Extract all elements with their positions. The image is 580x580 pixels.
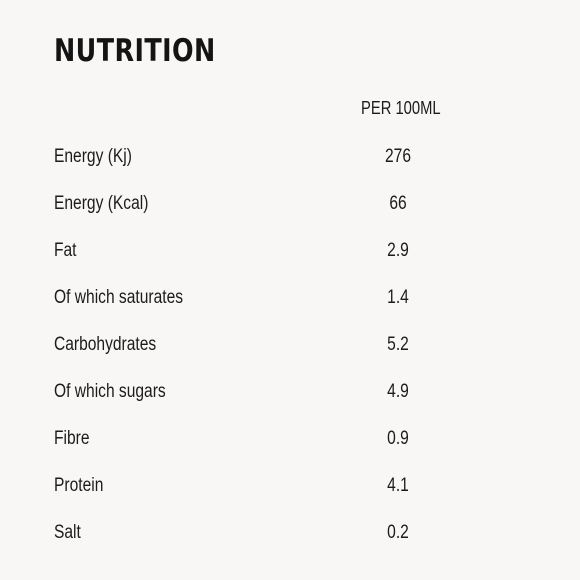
nutrient-label: Carbohydrates: [54, 334, 157, 355]
nutrition-title: NUTRITION: [54, 33, 216, 69]
nutrition-row-salt: Salt 0.2: [54, 519, 554, 566]
nutrient-value: 4.1: [387, 475, 409, 496]
per-100ml-column-header: PER 100ML: [361, 98, 441, 118]
nutrient-value: 276: [384, 146, 411, 167]
nutrition-row-protein: Protein 4.1: [54, 472, 554, 519]
nutrient-value: 4.9: [387, 381, 409, 402]
nutrient-label: Of which saturates: [54, 287, 184, 308]
nutrition-table: Energy (Kj) 276 Energy (Kcal) 66 Fat 2.9…: [54, 143, 554, 566]
nutrient-value: 2.9: [387, 240, 409, 261]
nutrition-row-energy-kj: Energy (Kj) 276: [54, 143, 554, 190]
nutrition-row-fat: Fat 2.9: [54, 237, 554, 284]
nutrient-value: 66: [389, 193, 407, 214]
nutrition-row-carbohydrates: Carbohydrates 5.2: [54, 331, 554, 378]
nutrition-row-saturates: Of which saturates 1.4: [54, 284, 554, 331]
nutrient-value: 0.9: [387, 428, 409, 449]
nutrition-row-fibre: Fibre 0.9: [54, 425, 554, 472]
nutrition-row-sugars: Of which sugars 4.9: [54, 378, 554, 425]
nutrient-label: Protein: [54, 475, 104, 496]
nutrition-panel: NUTRITION PER 100ML Energy (Kj) 276 Ener…: [54, 0, 554, 580]
nutrient-label: Fat: [54, 240, 77, 261]
nutrient-label: Of which sugars: [54, 381, 166, 402]
nutrient-label: Fibre: [54, 428, 90, 449]
nutrition-row-energy-kcal: Energy (Kcal) 66: [54, 190, 554, 237]
nutrient-label: Energy (Kj): [54, 146, 132, 167]
nutrient-value: 0.2: [387, 522, 409, 543]
nutrient-value: 1.4: [387, 287, 409, 308]
nutrient-label: Salt: [54, 522, 81, 543]
nutrient-label: Energy (Kcal): [54, 193, 149, 214]
nutrient-value: 5.2: [387, 334, 409, 355]
